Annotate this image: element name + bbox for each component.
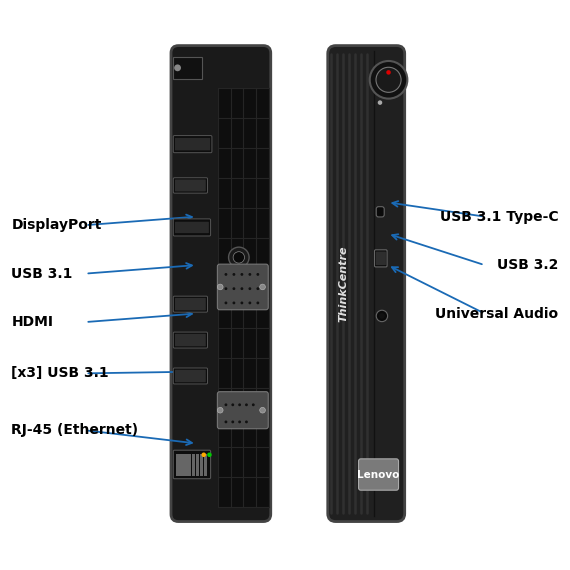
Circle shape	[249, 302, 251, 304]
FancyBboxPatch shape	[359, 459, 398, 490]
Circle shape	[225, 287, 227, 290]
Circle shape	[233, 252, 245, 263]
FancyBboxPatch shape	[217, 264, 268, 310]
FancyBboxPatch shape	[175, 222, 209, 233]
Bar	[218, 88, 269, 507]
Circle shape	[233, 287, 235, 290]
FancyBboxPatch shape	[173, 219, 210, 236]
Circle shape	[245, 421, 248, 424]
Bar	[192, 454, 196, 477]
Circle shape	[241, 287, 243, 290]
FancyBboxPatch shape	[376, 251, 386, 265]
Circle shape	[249, 273, 251, 276]
Circle shape	[260, 284, 266, 290]
Circle shape	[378, 100, 382, 105]
Circle shape	[370, 61, 408, 99]
Circle shape	[260, 408, 266, 413]
Circle shape	[231, 421, 234, 424]
Circle shape	[238, 421, 241, 424]
Text: USB 3.1 Type-C: USB 3.1 Type-C	[440, 210, 559, 223]
Circle shape	[376, 310, 388, 321]
FancyBboxPatch shape	[173, 136, 212, 153]
Text: Lenovo: Lenovo	[357, 470, 400, 479]
Circle shape	[379, 313, 385, 319]
FancyBboxPatch shape	[175, 370, 206, 382]
FancyBboxPatch shape	[173, 368, 207, 384]
Circle shape	[249, 287, 251, 290]
FancyBboxPatch shape	[173, 450, 210, 479]
Circle shape	[217, 284, 223, 290]
Bar	[196, 454, 200, 477]
Bar	[176, 454, 180, 477]
FancyBboxPatch shape	[217, 392, 268, 429]
FancyBboxPatch shape	[175, 298, 206, 311]
Text: HDMI: HDMI	[11, 315, 54, 329]
Circle shape	[256, 273, 259, 276]
Circle shape	[174, 64, 181, 71]
Circle shape	[256, 287, 259, 290]
FancyBboxPatch shape	[173, 296, 207, 312]
Bar	[180, 454, 184, 477]
Bar	[200, 454, 203, 477]
Circle shape	[256, 302, 259, 304]
Circle shape	[225, 404, 227, 406]
Bar	[204, 454, 207, 477]
FancyBboxPatch shape	[173, 332, 207, 348]
Circle shape	[207, 453, 211, 457]
FancyBboxPatch shape	[328, 46, 405, 522]
FancyBboxPatch shape	[374, 250, 387, 267]
Circle shape	[252, 404, 255, 406]
Text: DisplayPort: DisplayPort	[11, 218, 102, 232]
FancyBboxPatch shape	[175, 180, 206, 192]
Circle shape	[229, 247, 249, 268]
Circle shape	[233, 273, 235, 276]
FancyBboxPatch shape	[173, 178, 207, 193]
Bar	[173, 57, 202, 79]
Circle shape	[376, 67, 401, 92]
Text: USB 3.2: USB 3.2	[497, 258, 559, 272]
Circle shape	[241, 273, 243, 276]
FancyBboxPatch shape	[175, 138, 210, 150]
Bar	[184, 454, 188, 477]
Circle shape	[225, 273, 227, 276]
Text: Universal Audio: Universal Audio	[435, 307, 559, 320]
FancyBboxPatch shape	[376, 207, 384, 217]
Text: USB 3.1: USB 3.1	[11, 267, 73, 280]
Circle shape	[225, 421, 227, 424]
Text: ThinkCentre: ThinkCentre	[338, 245, 348, 322]
Circle shape	[238, 404, 241, 406]
Circle shape	[241, 302, 243, 304]
Text: RJ-45 (Ethernet): RJ-45 (Ethernet)	[11, 424, 139, 437]
FancyBboxPatch shape	[171, 46, 271, 522]
Text: [x3] USB 3.1: [x3] USB 3.1	[11, 367, 109, 380]
Circle shape	[386, 70, 391, 75]
FancyBboxPatch shape	[175, 334, 206, 347]
Circle shape	[245, 404, 248, 406]
Circle shape	[217, 408, 223, 413]
Circle shape	[201, 453, 206, 457]
Circle shape	[225, 302, 227, 304]
Circle shape	[231, 404, 234, 406]
Bar	[188, 454, 192, 477]
Circle shape	[233, 302, 235, 304]
